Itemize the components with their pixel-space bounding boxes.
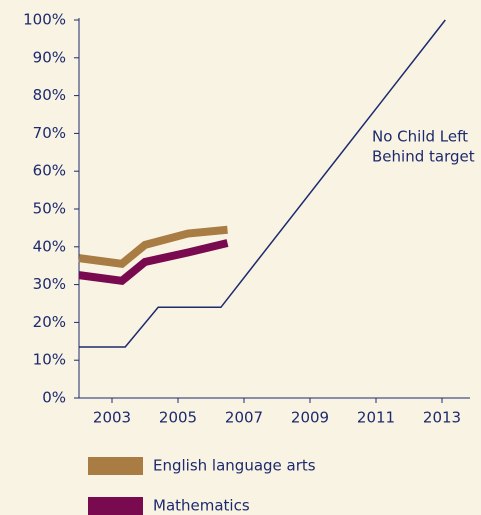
y-tick-label: 60% <box>33 162 66 180</box>
legend-label: Mathematics <box>153 497 250 515</box>
line <box>78 239 229 286</box>
y-tick-label: 0% <box>42 389 66 407</box>
y-tick-label: 30% <box>33 275 66 293</box>
y-tick-label: 70% <box>33 124 66 142</box>
legend-swatch <box>88 457 143 475</box>
y-tick-label: 50% <box>33 200 66 218</box>
legend-swatch <box>88 497 143 515</box>
x-tick-label: 2009 <box>291 409 329 427</box>
y-tick-label: 100% <box>23 11 66 29</box>
x-tick-label: 2011 <box>357 409 395 427</box>
line <box>79 19 446 348</box>
y-tick-label: 90% <box>33 48 66 66</box>
line <box>78 225 228 269</box>
legend-label: English language arts <box>153 457 316 475</box>
y-tick-label: 10% <box>33 351 66 369</box>
annotation: Behind target <box>372 148 475 166</box>
annotation: No Child Left <box>372 128 468 146</box>
y-tick-label: 40% <box>33 237 66 255</box>
x-tick-label: 2007 <box>225 409 263 427</box>
x-tick-label: 2003 <box>93 409 131 427</box>
x-tick-label: 2013 <box>423 409 461 427</box>
y-tick-label: 20% <box>33 313 66 331</box>
y-tick-label: 80% <box>33 86 66 104</box>
x-tick-label: 2005 <box>159 409 197 427</box>
